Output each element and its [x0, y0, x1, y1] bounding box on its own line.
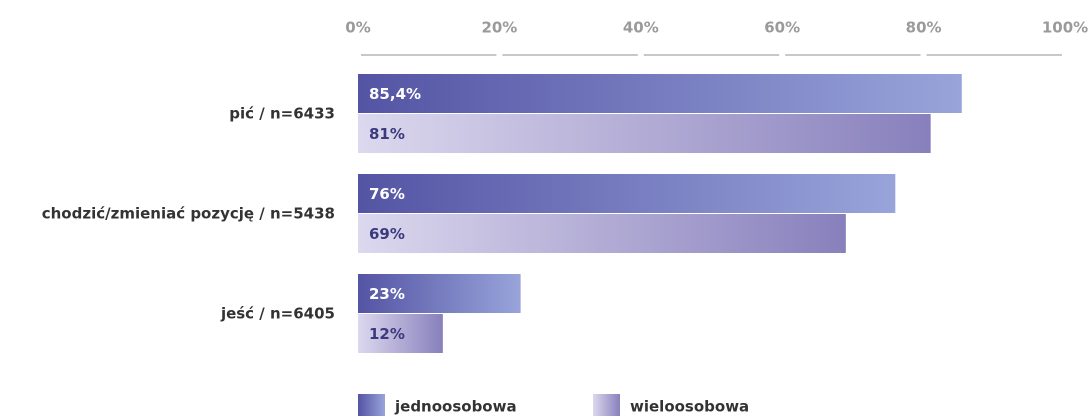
- bar: [358, 314, 443, 353]
- legend-label: jednoosobowa: [394, 398, 517, 416]
- value-label: 69%: [369, 225, 405, 243]
- bar: [358, 174, 896, 213]
- value-label: 81%: [369, 125, 405, 143]
- x-tick-label: 20%: [481, 19, 517, 37]
- value-label: 23%: [369, 285, 405, 303]
- x-tick-label: 80%: [906, 19, 942, 37]
- legend-swatch: [358, 394, 385, 416]
- category-label: pić / n=6433: [229, 105, 335, 123]
- category-label: jeść / n=6405: [220, 305, 335, 323]
- value-label: 76%: [369, 185, 405, 203]
- value-label: 12%: [369, 325, 405, 343]
- bar: [358, 114, 931, 153]
- x-tick-label: 0%: [345, 19, 370, 37]
- value-label: 85,4%: [369, 85, 421, 103]
- legend-swatch: [593, 394, 620, 416]
- x-tick-label: 100%: [1042, 19, 1088, 37]
- category-label: chodzić/zmieniać pozycję / n=5438: [42, 205, 335, 223]
- bar: [358, 274, 521, 313]
- legend-label: wieloosobowa: [630, 398, 749, 416]
- x-tick-label: 40%: [623, 19, 659, 37]
- bar: [358, 214, 846, 253]
- bar: [358, 74, 962, 113]
- x-tick-label: 60%: [764, 19, 800, 37]
